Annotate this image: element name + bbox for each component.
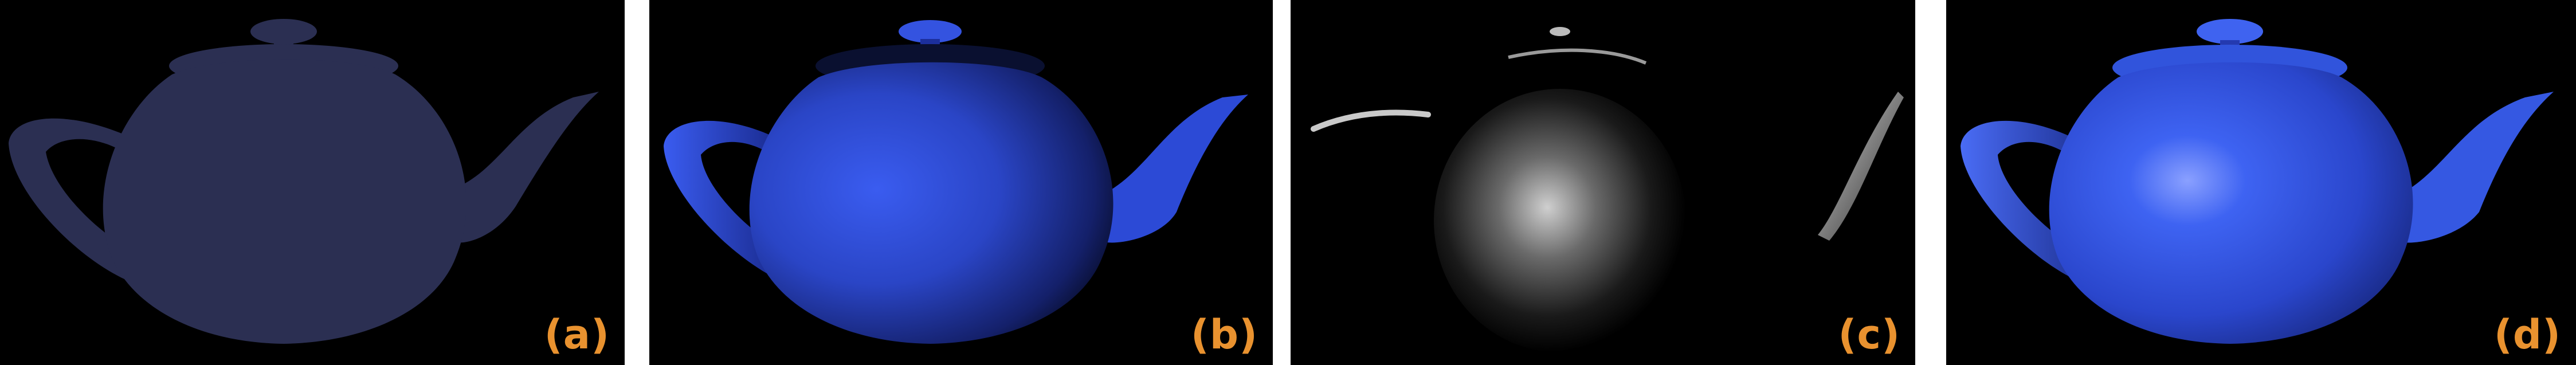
panel-c: (c) [1291, 0, 1915, 365]
teapot-flat-image [9, 19, 599, 344]
panel-b: (b) [649, 0, 1273, 365]
teapot-combined-image [1961, 19, 2554, 344]
teapot-specular-image [1311, 27, 1904, 352]
panel-label-a: (a) [544, 311, 610, 358]
panel-label-b: (b) [1190, 311, 1258, 358]
teapot-diffuse-image [664, 20, 1248, 344]
panel-label-d: (d) [2493, 311, 2561, 358]
panel-label-c: (c) [1838, 311, 1900, 358]
panel-a: (a) [0, 0, 625, 365]
panel-d: (d) [1946, 0, 2576, 365]
